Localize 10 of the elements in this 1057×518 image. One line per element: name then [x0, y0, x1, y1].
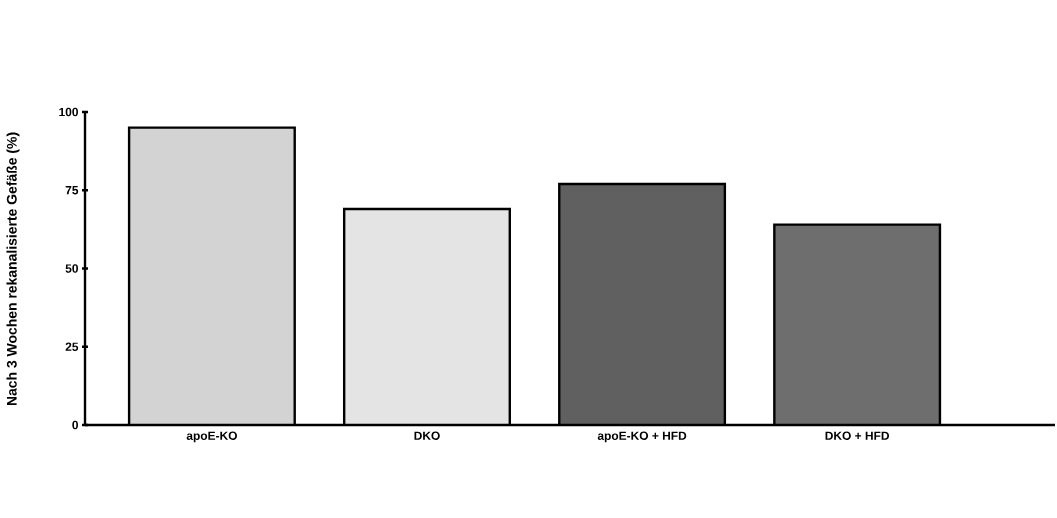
- y-tick-label: 75: [65, 186, 79, 195]
- y-tick-label: 25: [65, 342, 79, 351]
- x-tick-label: DKO: [414, 431, 440, 440]
- y-axis-title: Nach 3 Wochen rekanalisierte Gefäße (%): [6, 132, 20, 406]
- y-tick-label: 50: [65, 264, 78, 273]
- y-tick-label: 0: [72, 420, 78, 430]
- x-tick-label: apoE-KO: [186, 431, 237, 443]
- x-tick-label: DKO + HFD: [825, 431, 889, 440]
- x-tick-label: apoE-KO + HFD: [597, 431, 687, 443]
- y-tick-label: 100: [59, 107, 78, 117]
